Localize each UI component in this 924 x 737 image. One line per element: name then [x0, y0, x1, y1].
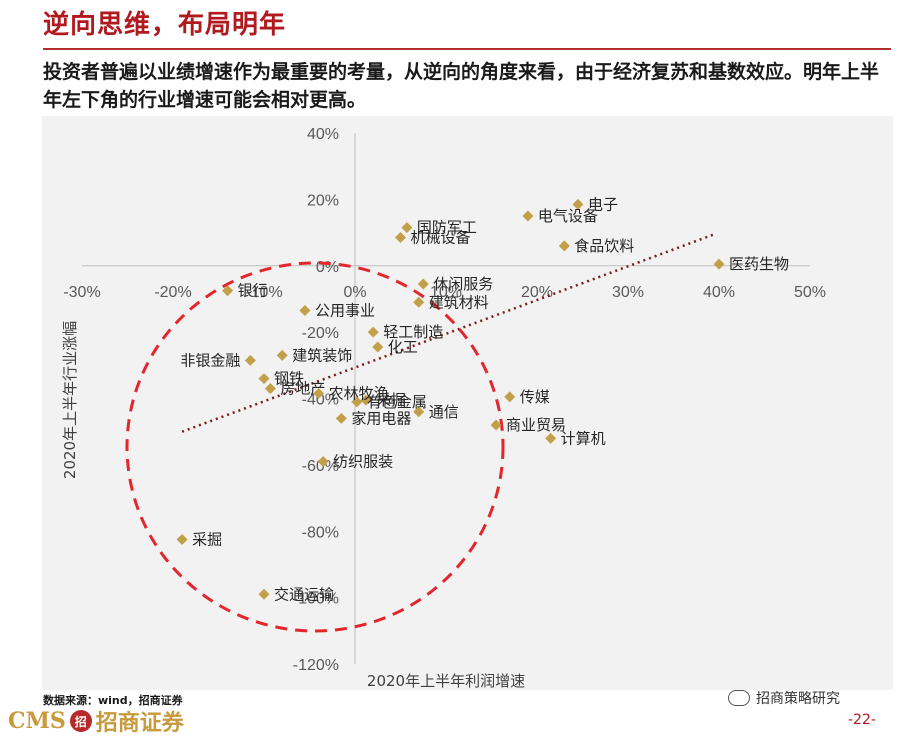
page-number: -22-: [848, 712, 876, 728]
data-label: 建筑材料: [429, 293, 489, 311]
logo-text: CMS: [8, 708, 66, 734]
data-point: [401, 222, 413, 234]
y-tick-label: -80%: [302, 524, 339, 541]
data-point: [413, 296, 425, 308]
chart-area: [42, 116, 893, 690]
x-tick-label: -30%: [63, 284, 100, 301]
x-tick-label: 20%: [521, 284, 553, 301]
y-tick-label: -60%: [302, 458, 339, 475]
data-label: 有色金属: [367, 393, 427, 411]
data-label: 房地产: [280, 380, 325, 398]
data-label: 传媒: [520, 388, 550, 406]
data-point: [176, 534, 188, 546]
x-axis-title: 2020年上半年利润增速: [367, 672, 525, 690]
data-point: [713, 258, 725, 270]
data-point: [244, 354, 256, 366]
x-tick-label: 0%: [343, 284, 366, 301]
y-tick-label: -100%: [293, 591, 339, 608]
data-point: [258, 373, 270, 385]
y-tick-label: 0%: [316, 259, 339, 276]
data-point: [490, 419, 502, 431]
trendline: [181, 233, 715, 433]
data-label: 农林牧渔: [329, 385, 389, 403]
y-tick-label: -120%: [293, 657, 339, 674]
logo-mark-icon: 招: [69, 710, 92, 732]
cms-logo: CMS 招 招商证券: [8, 705, 184, 737]
data-label: 轻工制造: [383, 323, 443, 341]
y-axis-title: 2020年上半年行业涨幅: [61, 321, 79, 479]
data-label: 银行: [238, 282, 268, 300]
data-point: [351, 396, 363, 408]
data-label: 休闲服务: [433, 275, 493, 293]
data-point: [367, 326, 379, 338]
data-label: 非银金融: [180, 351, 240, 369]
wechat-icon: [728, 690, 750, 706]
logo-cn-text: 招商证券: [95, 710, 184, 736]
trendline-layer: [181, 233, 715, 433]
points-layer: [176, 198, 725, 600]
page-subtitle: 投资者普遍以业绩增速作为最重要的考量，从逆向的角度来看，由于经济复苏和基数效应。…: [43, 61, 880, 111]
source-note: 数据来源：wind，招商证券: [43, 694, 183, 707]
data-label: 建筑装饰: [292, 346, 352, 364]
data-point: [258, 588, 270, 600]
highlight-circle-layer: [125, 261, 505, 633]
data-label: 采掘: [376, 391, 406, 409]
y-tick-label: -40%: [302, 392, 339, 409]
data-point: [417, 278, 429, 290]
data-label: 电子: [588, 195, 618, 213]
data-label: 采掘: [192, 531, 222, 549]
data-point: [264, 383, 276, 395]
data-label: 化工: [388, 338, 418, 356]
data-label: 钢铁: [274, 370, 304, 388]
title-divider: [43, 48, 891, 50]
x-tick-label: 40%: [703, 284, 735, 301]
data-label: 机械设备: [411, 229, 471, 247]
data-label: 食品饮料: [574, 237, 634, 255]
data-point: [335, 412, 347, 424]
data-point: [299, 305, 311, 317]
data-point: [522, 210, 534, 222]
x-tick-label: -10%: [245, 284, 282, 301]
data-label: 纺织服装: [333, 453, 393, 471]
data-point: [276, 349, 288, 361]
data-point: [317, 456, 329, 468]
y-tick-label: -20%: [302, 325, 339, 342]
data-point: [558, 240, 570, 252]
data-label: 通信: [429, 403, 459, 421]
wechat-label: 招商策略研究: [756, 691, 840, 707]
data-label: 商业贸易: [506, 416, 566, 434]
data-point: [372, 341, 384, 353]
data-label: 家用电器: [351, 409, 411, 427]
y-tick-label: 40%: [307, 126, 339, 143]
data-point: [413, 406, 425, 418]
x-tick-label: 30%: [612, 284, 644, 301]
data-point: [572, 198, 584, 210]
data-label: 医药生物: [729, 255, 789, 273]
data-label: 交通运输: [274, 585, 334, 603]
y-tick-label: 20%: [307, 192, 339, 209]
x-tick-label: 50%: [794, 284, 826, 301]
data-point: [545, 432, 557, 444]
wechat-badge: 招商策略研究: [728, 688, 840, 708]
x-tick-label: 10%: [430, 284, 462, 301]
data-point: [360, 394, 372, 406]
highlight-circle: [125, 261, 505, 633]
x-tick-label: -20%: [154, 284, 191, 301]
data-label: 国防军工: [417, 219, 477, 237]
data-point: [504, 391, 516, 403]
data-label: 计算机: [561, 429, 606, 447]
data-label: 公用事业: [315, 302, 375, 320]
data-point: [395, 232, 406, 244]
data-point: [222, 285, 234, 297]
page-title: 逆向思维，布局明年: [43, 10, 287, 40]
data-point: [313, 388, 325, 400]
data-label: 电气设备: [538, 207, 598, 225]
